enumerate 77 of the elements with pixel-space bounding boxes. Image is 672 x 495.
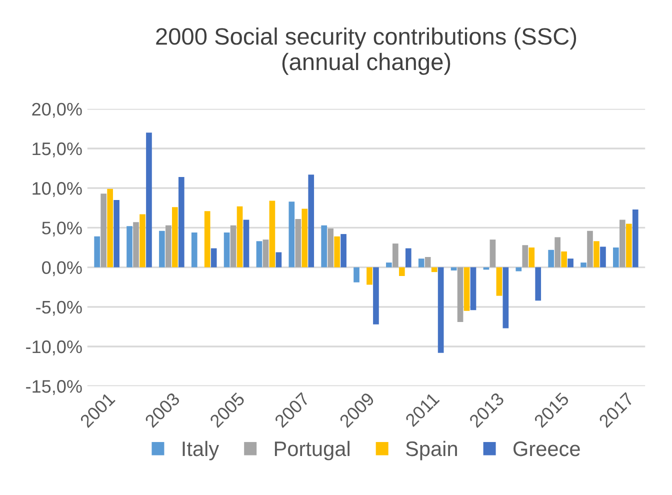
bar [230,225,236,268]
bar [204,211,210,268]
bar [321,225,327,268]
bar [334,236,340,268]
bar [568,258,574,268]
bar [457,267,464,322]
bar [126,226,132,268]
bar [528,248,535,268]
bar [373,267,379,324]
bar [256,241,262,268]
bar [600,246,606,268]
bar [295,218,302,268]
bar [210,248,217,268]
bar [587,230,593,268]
bar [398,267,405,276]
y-tick-label: -10,0% [26,340,82,356]
y-tick-label: 5,0% [42,222,82,237]
bar [191,232,198,268]
y-tick-label: 15,0% [32,142,82,158]
bar [100,194,106,268]
bar [613,248,619,268]
bar [354,267,360,282]
bar [580,262,586,268]
bar [502,267,509,328]
bar [133,222,139,268]
bar [438,267,444,353]
bar [302,208,308,268]
bar [626,224,632,268]
bar [146,132,152,268]
bar [262,240,269,268]
bar [632,209,638,268]
bar [386,262,392,268]
bar [366,267,372,285]
bar [424,257,431,268]
bar [548,250,554,268]
bar [308,174,314,268]
y-tick-label: 10,0% [32,182,82,197]
bar [561,251,567,268]
bar [140,214,146,268]
bar [107,188,113,268]
legend-label: Spain [406,440,457,460]
bar [340,234,346,268]
bar [594,241,600,268]
bar [94,236,100,268]
y-tick-label: 0,0% [42,261,82,276]
bar [178,177,184,268]
y-tick-label: -15,0% [26,380,82,395]
bar [554,237,560,268]
y-tick-label: 20,0% [32,102,82,118]
bar [114,200,120,268]
bar [276,252,282,268]
bar [620,220,626,268]
bar [490,240,496,268]
bar [236,206,243,268]
y-tick-label: -5,0% [36,300,82,316]
bar [464,267,470,311]
legend-label: Greece [514,441,580,456]
legend-label: Portugal [274,440,350,460]
bar [224,232,230,268]
bar [535,267,542,301]
bar [166,225,172,268]
bar [496,267,502,296]
bar [159,230,165,268]
bar [470,267,476,310]
bar [243,220,250,268]
bar [288,202,295,268]
bar [431,267,438,272]
bar [328,228,334,268]
legend-label: Italy [182,440,220,460]
bar [172,207,178,268]
bar [269,200,276,268]
bar [516,267,522,272]
chart-title: 2000 Social security contributions (SSC) (annual change) [156,27,576,75]
bar [405,248,412,268]
bar [418,258,424,268]
bar [392,244,398,268]
bar [522,245,528,268]
